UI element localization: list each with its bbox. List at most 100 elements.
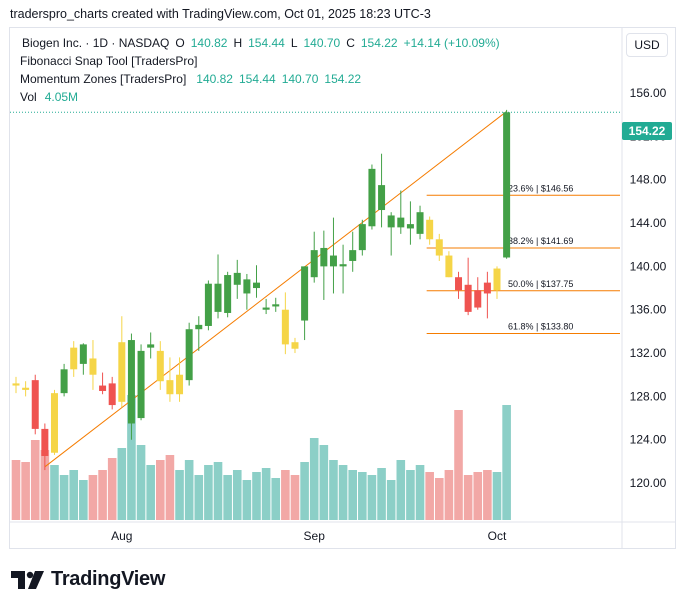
- price-tick-label: 136.00: [630, 303, 667, 317]
- time-tick-label: Aug: [111, 529, 132, 543]
- volume-bar: [79, 480, 88, 520]
- candle-body: [397, 217, 405, 228]
- open-value: 140.82: [190, 36, 228, 50]
- candle-body: [156, 350, 164, 382]
- volume-bar: [319, 445, 329, 520]
- price-tick-label: 128.00: [630, 389, 667, 403]
- close-label: C: [346, 36, 355, 50]
- volume-bar: [329, 460, 338, 520]
- momentum-label[interactable]: Momentum Zones [TradersPro]: [20, 72, 187, 86]
- candle-body: [426, 219, 434, 240]
- volume-bar: [88, 475, 98, 520]
- candle-body: [147, 344, 155, 348]
- change-value: +14.14 (+10.09%): [403, 36, 500, 50]
- volume-bar: [261, 468, 271, 520]
- high-value: 154.44: [248, 36, 285, 50]
- volume-bar: [232, 470, 242, 520]
- candle-body: [214, 283, 222, 312]
- momentum-value: 154.22: [324, 72, 362, 86]
- volume-bar: [213, 462, 223, 520]
- candle-body: [22, 387, 30, 390]
- volume-bar: [165, 455, 175, 520]
- legend: Biogen Inc. · 1D · NASDAQ O 140.82 H 154.4…: [20, 34, 500, 106]
- volume-bar: [290, 475, 300, 520]
- candle-body: [445, 255, 453, 278]
- volume-bar: [348, 470, 357, 520]
- candle-body: [464, 284, 472, 312]
- volume-bar: [184, 460, 194, 520]
- price-tick-label: 140.00: [630, 259, 667, 273]
- tradingview-logo[interactable]: TradingView: [11, 568, 165, 591]
- volume-bar: [50, 465, 59, 520]
- candle-body: [387, 215, 395, 228]
- high-label: H: [233, 36, 243, 50]
- volume-bar: [502, 405, 511, 520]
- candle-body: [137, 350, 145, 419]
- legend-momentum-row[interactable]: Momentum Zones [TradersPro] 140.82 154.44…: [20, 70, 500, 88]
- open-label: O: [175, 36, 185, 50]
- currency-button[interactable]: USD: [626, 33, 668, 57]
- candle-body: [70, 347, 78, 370]
- candle-body: [41, 428, 49, 456]
- tradingview-logo-icon: [11, 570, 44, 589]
- volume-bar: [136, 445, 146, 520]
- candle-body: [166, 380, 174, 395]
- fib-level-label: 23.6% | $146.56: [508, 183, 573, 193]
- volume-bar: [463, 475, 473, 520]
- candle-body: [281, 309, 289, 345]
- candle-body: [310, 250, 318, 278]
- volume-bar: [194, 475, 204, 520]
- momentum-values: 140.82 154.44 140.70 154.22: [196, 70, 367, 88]
- legend-volume-row[interactable]: Vol 4.05M: [20, 88, 500, 106]
- candle-body: [349, 250, 357, 261]
- momentum-value: 140.82: [196, 72, 233, 86]
- candle-body: [455, 277, 463, 291]
- candle-body: [378, 185, 386, 211]
- legend-fib-row[interactable]: Fibonacci Snap Tool [TradersPro]: [20, 52, 500, 70]
- volume-bar: [21, 462, 30, 520]
- candle-body: [60, 369, 68, 394]
- candle-body: [99, 385, 107, 391]
- candle-body: [253, 282, 260, 289]
- candle-body: [503, 112, 511, 258]
- volume-bar: [415, 465, 425, 520]
- symbol-title[interactable]: Biogen Inc. · 1D · NASDAQ: [22, 36, 170, 50]
- volume-label[interactable]: Vol: [20, 90, 37, 104]
- candle-body: [50, 393, 58, 453]
- candle-body: [176, 374, 184, 395]
- volume-bar: [107, 458, 117, 520]
- momentum-value: 154.44: [238, 72, 276, 86]
- volume-bar: [358, 472, 367, 520]
- volume-bar: [40, 450, 50, 520]
- fib-level-label: 38.2% | $141.69: [508, 236, 573, 246]
- candle-body: [301, 266, 309, 321]
- volume-bar: [338, 465, 348, 520]
- candle-body: [339, 264, 347, 267]
- fib-level-label: 61.8% | $133.80: [508, 322, 573, 332]
- fib-level-label: 50.0% | $137.75: [508, 279, 573, 289]
- volume-bar: [377, 468, 386, 520]
- low-label: L: [290, 36, 298, 50]
- fib-tool-label[interactable]: Fibonacci Snap Tool [TradersPro]: [20, 54, 198, 68]
- time-tick-label: Sep: [304, 529, 326, 543]
- low-value: 140.70: [303, 36, 341, 50]
- candle-body: [291, 342, 299, 349]
- candle-body: [272, 304, 280, 307]
- candle-body: [329, 255, 337, 267]
- candle-body: [474, 290, 482, 308]
- candle-body: [262, 307, 270, 310]
- candle-body: [435, 239, 443, 256]
- legend-symbol-row[interactable]: Biogen Inc. · 1D · NASDAQ O 140.82 H 154.4…: [20, 34, 500, 52]
- candle-body: [118, 342, 126, 402]
- candle-body: [89, 358, 97, 375]
- volume-bar: [59, 475, 69, 520]
- candle-body: [185, 329, 193, 381]
- trendline: [44, 111, 507, 468]
- volume-bar: [425, 472, 434, 520]
- chart-frame: [9, 27, 676, 549]
- candle-body: [108, 383, 116, 406]
- volume-bar: [30, 440, 40, 520]
- candle-body: [358, 224, 366, 251]
- volume-bar: [483, 470, 492, 520]
